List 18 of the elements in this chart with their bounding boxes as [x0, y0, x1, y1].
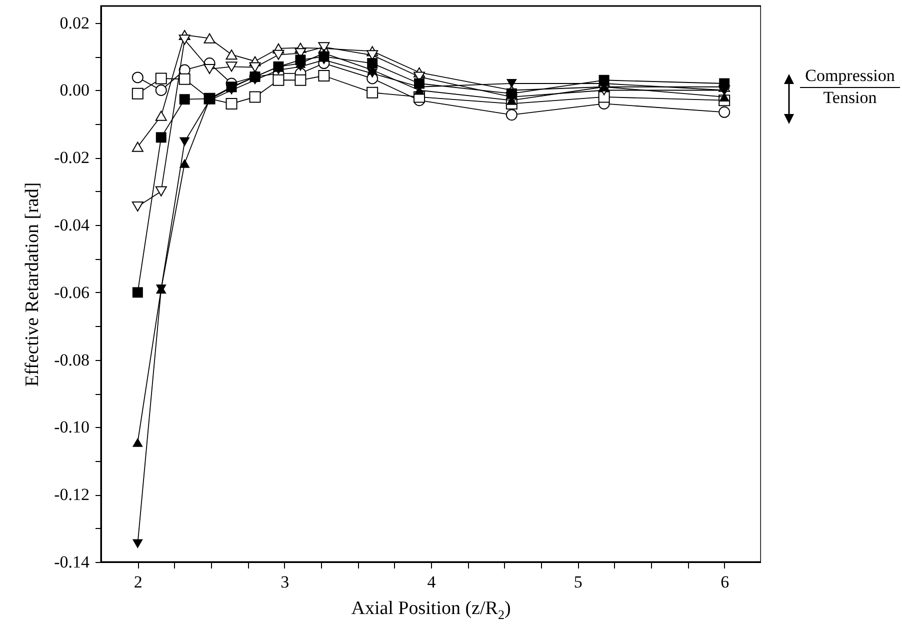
- x-tick-label: 6: [720, 572, 730, 592]
- text: Tension: [822, 88, 878, 108]
- x-tick-label: 2: [134, 572, 142, 592]
- y-axis-title: Effective Retardation [rad]: [22, 182, 44, 387]
- y-tick-label: 0.00: [60, 80, 90, 100]
- y-tick-label: -0.04: [54, 216, 90, 235]
- y-tick-label: -0.06: [54, 282, 90, 302]
- y-tick-label: -0.10: [54, 418, 90, 437]
- y-tick-label: -0.14: [54, 552, 90, 572]
- y-tick-label: 0.02: [60, 13, 90, 32]
- x-tick-label: 3: [280, 572, 290, 592]
- x-tick-label: 5: [574, 572, 582, 592]
- y-tick-label: -0.08: [54, 350, 90, 370]
- y-tick-label: -0.02: [54, 148, 90, 168]
- y-tick-label: -0.12: [54, 485, 90, 504]
- x-tick-label: 4: [427, 572, 436, 592]
- x-axis-title: Axial Position (z/R$_{2}$): [350, 598, 512, 622]
- text: Compression: [800, 66, 900, 88]
